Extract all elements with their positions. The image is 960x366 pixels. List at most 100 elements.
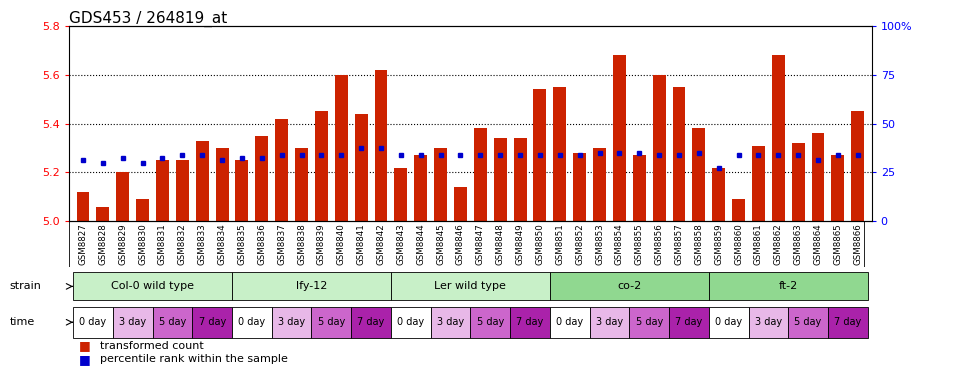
Bar xyxy=(712,168,725,221)
Bar xyxy=(630,307,669,338)
Bar xyxy=(136,199,149,221)
Bar xyxy=(272,307,311,338)
Text: co-2: co-2 xyxy=(617,281,641,291)
Bar xyxy=(752,146,765,221)
Bar xyxy=(196,141,208,221)
Bar xyxy=(354,114,368,221)
Bar xyxy=(77,192,89,221)
Text: GSM8863: GSM8863 xyxy=(794,224,803,265)
Text: 7 day: 7 day xyxy=(357,317,385,327)
Text: ft-2: ft-2 xyxy=(779,281,798,291)
Text: 7 day: 7 day xyxy=(834,317,861,327)
Text: GSM8864: GSM8864 xyxy=(813,224,823,265)
Text: GSM8850: GSM8850 xyxy=(536,224,544,265)
Text: GSM8842: GSM8842 xyxy=(376,224,386,265)
Text: 5 day: 5 day xyxy=(158,317,186,327)
Bar xyxy=(474,128,487,221)
Text: GSM8860: GSM8860 xyxy=(734,224,743,265)
Text: GSM8834: GSM8834 xyxy=(218,224,227,265)
Text: 0 day: 0 day xyxy=(80,317,107,327)
Bar xyxy=(315,111,328,221)
Text: GSM8857: GSM8857 xyxy=(675,224,684,265)
Text: GSM8838: GSM8838 xyxy=(297,224,306,265)
Text: GSM8844: GSM8844 xyxy=(417,224,425,265)
Text: GSM8858: GSM8858 xyxy=(694,224,704,265)
Text: 7 day: 7 day xyxy=(516,317,543,327)
Text: 3 day: 3 day xyxy=(278,317,305,327)
Text: ■: ■ xyxy=(79,353,90,366)
Text: GSM8853: GSM8853 xyxy=(595,224,604,265)
Text: GSM8827: GSM8827 xyxy=(79,224,87,265)
Bar xyxy=(391,272,550,300)
Bar xyxy=(831,155,845,221)
Text: GSM8854: GSM8854 xyxy=(615,224,624,265)
Text: GSM8841: GSM8841 xyxy=(357,224,366,265)
Text: GSM8849: GSM8849 xyxy=(516,224,524,265)
Bar xyxy=(708,272,868,300)
Text: GSM8829: GSM8829 xyxy=(118,224,128,265)
Text: GSM8831: GSM8831 xyxy=(158,224,167,265)
Text: ■: ■ xyxy=(79,339,90,352)
Text: Col-0 wild type: Col-0 wild type xyxy=(111,281,194,291)
Text: GSM8837: GSM8837 xyxy=(277,224,286,265)
Bar xyxy=(232,307,272,338)
Bar xyxy=(235,160,249,221)
Bar xyxy=(156,160,169,221)
Text: 3 day: 3 day xyxy=(119,317,146,327)
Text: GSM8839: GSM8839 xyxy=(317,224,325,265)
Bar xyxy=(828,307,868,338)
Text: 3 day: 3 day xyxy=(596,317,623,327)
Text: GSM8836: GSM8836 xyxy=(257,224,266,265)
Bar xyxy=(612,55,626,221)
Bar xyxy=(96,207,109,221)
Bar xyxy=(593,148,606,221)
Bar xyxy=(255,136,268,221)
Text: 7 day: 7 day xyxy=(675,317,703,327)
Bar xyxy=(553,87,566,221)
Bar xyxy=(216,148,228,221)
Bar xyxy=(415,155,427,221)
Text: time: time xyxy=(10,317,35,327)
Text: GSM8852: GSM8852 xyxy=(575,224,584,265)
Text: GSM8843: GSM8843 xyxy=(396,224,405,265)
Text: GSM8828: GSM8828 xyxy=(98,224,108,265)
Bar xyxy=(550,307,589,338)
Bar xyxy=(550,272,708,300)
Text: GSM8851: GSM8851 xyxy=(555,224,564,265)
Text: 5 day: 5 day xyxy=(318,317,345,327)
Text: Ler wild type: Ler wild type xyxy=(435,281,506,291)
Bar xyxy=(470,307,510,338)
Bar xyxy=(749,307,788,338)
Text: 0 day: 0 day xyxy=(397,317,424,327)
Bar xyxy=(653,75,665,221)
Text: percentile rank within the sample: percentile rank within the sample xyxy=(100,354,288,365)
Bar xyxy=(431,307,470,338)
Bar xyxy=(374,70,388,221)
Text: GSM8859: GSM8859 xyxy=(714,224,723,265)
Text: GSM8862: GSM8862 xyxy=(774,224,782,265)
Bar xyxy=(708,307,749,338)
Text: GSM8848: GSM8848 xyxy=(495,224,505,265)
Text: 7 day: 7 day xyxy=(199,317,226,327)
Bar xyxy=(589,307,630,338)
Bar xyxy=(673,87,685,221)
Text: GSM8833: GSM8833 xyxy=(198,224,206,265)
Bar xyxy=(792,143,804,221)
Bar xyxy=(176,160,189,221)
Text: GSM8846: GSM8846 xyxy=(456,224,465,265)
Text: 0 day: 0 day xyxy=(556,317,584,327)
Text: lfy-12: lfy-12 xyxy=(296,281,327,291)
Bar xyxy=(73,307,113,338)
Text: GSM8832: GSM8832 xyxy=(178,224,187,265)
Text: GSM8830: GSM8830 xyxy=(138,224,147,265)
Text: 3 day: 3 day xyxy=(437,317,464,327)
Bar xyxy=(510,307,550,338)
Bar xyxy=(852,111,864,221)
Bar xyxy=(311,307,351,338)
Bar xyxy=(788,307,828,338)
Bar xyxy=(73,272,232,300)
Text: 0 day: 0 day xyxy=(715,317,742,327)
Text: GSM8856: GSM8856 xyxy=(655,224,663,265)
Text: GSM8861: GSM8861 xyxy=(754,224,763,265)
Text: strain: strain xyxy=(10,281,41,291)
